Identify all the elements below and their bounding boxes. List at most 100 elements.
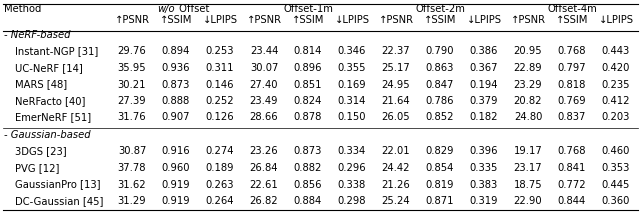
Text: 0.837: 0.837 xyxy=(558,112,586,122)
Text: 0.335: 0.335 xyxy=(470,163,498,173)
Text: 0.311: 0.311 xyxy=(205,63,234,73)
Text: 29.76: 29.76 xyxy=(118,46,147,56)
Text: 23.44: 23.44 xyxy=(250,46,278,56)
Text: 0.841: 0.841 xyxy=(558,163,586,173)
Text: 37.78: 37.78 xyxy=(118,163,147,173)
Text: 23.49: 23.49 xyxy=(250,96,278,106)
Text: 0.888: 0.888 xyxy=(162,96,190,106)
Text: 0.818: 0.818 xyxy=(558,79,586,89)
Text: 24.42: 24.42 xyxy=(381,163,410,173)
Text: 0.871: 0.871 xyxy=(426,196,454,206)
Text: 0.851: 0.851 xyxy=(294,79,323,89)
Text: 18.75: 18.75 xyxy=(514,180,542,190)
Text: 0.443: 0.443 xyxy=(602,46,630,56)
Text: ↑PSNR: ↑PSNR xyxy=(511,15,545,25)
Text: 0.420: 0.420 xyxy=(602,63,630,73)
Text: 0.797: 0.797 xyxy=(557,63,586,73)
Text: 0.367: 0.367 xyxy=(470,63,499,73)
Text: 0.146: 0.146 xyxy=(205,79,234,89)
Text: 0.264: 0.264 xyxy=(205,196,234,206)
Text: 0.355: 0.355 xyxy=(338,63,366,73)
Text: 19.17: 19.17 xyxy=(514,147,542,157)
Text: ↑SSIM: ↑SSIM xyxy=(424,15,456,25)
Text: 0.790: 0.790 xyxy=(426,46,454,56)
Text: 0.150: 0.150 xyxy=(338,112,366,122)
Text: 0.383: 0.383 xyxy=(470,180,498,190)
Text: 31.29: 31.29 xyxy=(118,196,147,206)
Text: 0.386: 0.386 xyxy=(470,46,498,56)
Text: ↓LPIPS: ↓LPIPS xyxy=(598,15,634,25)
Text: UC-NeRF [14]: UC-NeRF [14] xyxy=(15,63,83,73)
Text: 22.37: 22.37 xyxy=(381,46,410,56)
Text: 0.360: 0.360 xyxy=(602,196,630,206)
Text: 0.819: 0.819 xyxy=(426,180,454,190)
Text: 0.768: 0.768 xyxy=(557,46,586,56)
Text: 0.878: 0.878 xyxy=(294,112,322,122)
Text: ↑PSNR: ↑PSNR xyxy=(246,15,282,25)
Text: 26.82: 26.82 xyxy=(250,196,278,206)
Text: 21.64: 21.64 xyxy=(381,96,410,106)
Text: 0.189: 0.189 xyxy=(205,163,234,173)
Text: ↑SSIM: ↑SSIM xyxy=(556,15,588,25)
Text: 0.814: 0.814 xyxy=(294,46,322,56)
Text: 25.24: 25.24 xyxy=(381,196,410,206)
Text: 0.445: 0.445 xyxy=(602,180,630,190)
Text: 27.40: 27.40 xyxy=(250,79,278,89)
Text: 24.95: 24.95 xyxy=(381,79,410,89)
Text: 0.847: 0.847 xyxy=(426,79,454,89)
Text: 0.194: 0.194 xyxy=(470,79,499,89)
Text: - Gaussian-based: - Gaussian-based xyxy=(4,130,91,140)
Text: 0.884: 0.884 xyxy=(294,196,322,206)
Text: Instant-NGP [31]: Instant-NGP [31] xyxy=(15,46,99,56)
Text: 35.95: 35.95 xyxy=(118,63,147,73)
Text: 0.916: 0.916 xyxy=(162,147,190,157)
Text: 0.936: 0.936 xyxy=(162,63,190,73)
Text: 0.919: 0.919 xyxy=(162,196,190,206)
Text: 31.62: 31.62 xyxy=(118,180,147,190)
Text: 30.21: 30.21 xyxy=(118,79,147,89)
Text: 0.873: 0.873 xyxy=(162,79,190,89)
Text: - NeRF-based: - NeRF-based xyxy=(4,30,70,40)
Text: 0.854: 0.854 xyxy=(426,163,454,173)
Text: 0.856: 0.856 xyxy=(294,180,323,190)
Text: 28.66: 28.66 xyxy=(250,112,278,122)
Text: ↑SSIM: ↑SSIM xyxy=(160,15,192,25)
Text: Offset-4m: Offset-4m xyxy=(547,4,597,14)
Text: 0.252: 0.252 xyxy=(205,96,234,106)
Text: 0.203: 0.203 xyxy=(602,112,630,122)
Text: GaussianPro [13]: GaussianPro [13] xyxy=(15,180,100,190)
Text: 0.786: 0.786 xyxy=(426,96,454,106)
Text: 0.863: 0.863 xyxy=(426,63,454,73)
Text: 0.824: 0.824 xyxy=(294,96,322,106)
Text: PVG [12]: PVG [12] xyxy=(15,163,60,173)
Text: 0.772: 0.772 xyxy=(557,180,586,190)
Text: 22.01: 22.01 xyxy=(381,147,410,157)
Text: 0.873: 0.873 xyxy=(294,147,322,157)
Text: Offset-1m: Offset-1m xyxy=(283,4,333,14)
Text: NeRFacto [40]: NeRFacto [40] xyxy=(15,96,85,106)
Text: 27.39: 27.39 xyxy=(118,96,147,106)
Text: 0.334: 0.334 xyxy=(338,147,366,157)
Text: 0.298: 0.298 xyxy=(338,196,366,206)
Text: 0.296: 0.296 xyxy=(338,163,366,173)
Text: 23.29: 23.29 xyxy=(514,79,542,89)
Text: Offset-2m: Offset-2m xyxy=(415,4,465,14)
Text: 0.829: 0.829 xyxy=(426,147,454,157)
Text: 0.896: 0.896 xyxy=(294,63,323,73)
Text: w/o: w/o xyxy=(157,4,175,14)
Text: 0.894: 0.894 xyxy=(162,46,190,56)
Text: 20.95: 20.95 xyxy=(514,46,542,56)
Text: 23.26: 23.26 xyxy=(250,147,278,157)
Text: 0.919: 0.919 xyxy=(162,180,190,190)
Text: ↑PSNR: ↑PSNR xyxy=(378,15,413,25)
Text: 0.314: 0.314 xyxy=(338,96,366,106)
Text: 0.353: 0.353 xyxy=(602,163,630,173)
Text: 0.182: 0.182 xyxy=(470,112,499,122)
Text: 3DGS [23]: 3DGS [23] xyxy=(15,147,67,157)
Text: 25.17: 25.17 xyxy=(381,63,410,73)
Text: 0.882: 0.882 xyxy=(294,163,322,173)
Text: 0.907: 0.907 xyxy=(162,112,190,122)
Text: 0.169: 0.169 xyxy=(338,79,366,89)
Text: 0.379: 0.379 xyxy=(470,96,499,106)
Text: 0.274: 0.274 xyxy=(205,147,234,157)
